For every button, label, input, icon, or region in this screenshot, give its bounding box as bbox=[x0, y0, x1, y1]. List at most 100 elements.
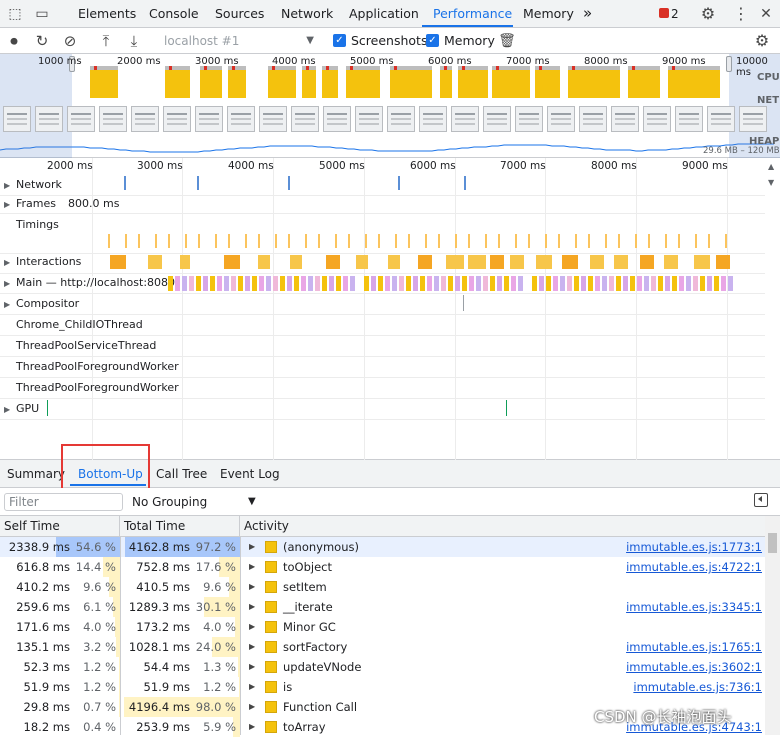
screenshot-thumbnail[interactable] bbox=[387, 106, 415, 132]
main-thread-task[interactable] bbox=[441, 276, 446, 291]
interaction-block[interactable] bbox=[110, 255, 126, 269]
timing-mark[interactable] bbox=[395, 234, 397, 248]
track-frames[interactable]: ▶ Frames 800.0 ms bbox=[0, 196, 765, 214]
screenshot-thumbnail[interactable] bbox=[419, 106, 447, 132]
expand-arrow-icon[interactable]: ▶ bbox=[249, 642, 256, 651]
interaction-block[interactable] bbox=[614, 255, 628, 269]
main-thread-task[interactable] bbox=[266, 276, 271, 291]
main-thread-task[interactable] bbox=[693, 276, 698, 291]
main-thread-task[interactable] bbox=[371, 276, 376, 291]
timing-mark[interactable] bbox=[485, 234, 487, 248]
main-thread-task[interactable] bbox=[420, 276, 425, 291]
interaction-block[interactable] bbox=[290, 255, 302, 269]
column-header-self-time[interactable]: Self Time bbox=[0, 516, 120, 537]
timing-mark[interactable] bbox=[215, 234, 217, 248]
screenshot-thumbnail[interactable] bbox=[451, 106, 479, 132]
main-thread-task[interactable] bbox=[385, 276, 390, 291]
main-thread-task[interactable] bbox=[434, 276, 439, 291]
main-thread-task[interactable] bbox=[714, 276, 719, 291]
main-thread-task[interactable] bbox=[392, 276, 397, 291]
timeline-overview[interactable]: 1000 ms 2000 ms 3000 ms 4000 ms 5000 ms 6000 … bbox=[0, 54, 780, 158]
main-thread-task[interactable] bbox=[595, 276, 600, 291]
tab-call-tree[interactable]: Call Tree bbox=[156, 467, 208, 481]
table-row[interactable]: 52.3 ms 1.2 % 54.4 ms 1.3 % ▶ updateVNode immu… bbox=[0, 657, 765, 677]
main-thread-task[interactable] bbox=[518, 276, 523, 291]
screenshot-thumbnail[interactable] bbox=[739, 106, 767, 132]
main-thread-task[interactable] bbox=[245, 276, 250, 291]
overview-left-handle[interactable] bbox=[69, 56, 75, 72]
interaction-block[interactable] bbox=[258, 255, 270, 269]
column-header-total-time[interactable]: Total Time bbox=[120, 516, 240, 537]
main-thread-task[interactable] bbox=[581, 276, 586, 291]
main-thread-task[interactable] bbox=[630, 276, 635, 291]
screenshots-checkbox[interactable]: ✓ bbox=[333, 34, 346, 47]
table-row[interactable]: 171.6 ms 4.0 % 173.2 ms 4.0 % ▶ Minor GC bbox=[0, 617, 765, 637]
screenshot-thumbnail[interactable] bbox=[355, 106, 383, 132]
interaction-block[interactable] bbox=[326, 255, 340, 269]
main-thread-task[interactable] bbox=[231, 276, 236, 291]
timing-mark[interactable] bbox=[378, 234, 380, 248]
screenshot-thumbnail[interactable] bbox=[515, 106, 543, 132]
source-link[interactable]: immutable.es.js:4722:1 bbox=[626, 560, 762, 574]
tab-elements[interactable]: Elements bbox=[78, 6, 137, 21]
timing-mark[interactable] bbox=[528, 234, 530, 248]
screenshot-thumbnail[interactable] bbox=[323, 106, 351, 132]
main-thread-task[interactable] bbox=[224, 276, 229, 291]
close-icon[interactable]: ✕ bbox=[760, 6, 772, 22]
timing-mark[interactable] bbox=[198, 234, 200, 248]
interaction-block[interactable] bbox=[180, 255, 190, 269]
timing-mark[interactable] bbox=[168, 234, 170, 248]
tab-event-log[interactable]: Event Log bbox=[220, 467, 280, 481]
source-link[interactable]: immutable.es.js:4743:1 bbox=[626, 720, 762, 734]
main-thread-task[interactable] bbox=[504, 276, 509, 291]
main-thread-task[interactable] bbox=[532, 276, 537, 291]
main-thread-task[interactable] bbox=[210, 276, 215, 291]
more-tabs-button[interactable]: » bbox=[583, 4, 593, 22]
interaction-block[interactable] bbox=[694, 255, 710, 269]
table-row[interactable]: 616.8 ms 14.4 % 752.8 ms 17.6 % ▶ toObject imm… bbox=[0, 557, 765, 577]
main-thread-task[interactable] bbox=[574, 276, 579, 291]
main-thread-task[interactable] bbox=[616, 276, 621, 291]
main-thread-task[interactable] bbox=[350, 276, 355, 291]
main-thread-task[interactable] bbox=[182, 276, 187, 291]
timing-mark[interactable] bbox=[635, 234, 637, 248]
track-compositor[interactable]: ▶ Compositor bbox=[0, 294, 765, 315]
network-request-mark[interactable] bbox=[464, 176, 466, 190]
table-row[interactable]: 29.8 ms 0.7 % 4196.4 ms 98.0 % ▶ Function Cal… bbox=[0, 697, 765, 717]
expand-arrow-icon[interactable]: ▶ bbox=[249, 582, 256, 591]
source-link[interactable]: immutable.es.js:1765:1 bbox=[626, 640, 762, 654]
main-thread-task[interactable] bbox=[497, 276, 502, 291]
main-thread-task[interactable] bbox=[378, 276, 383, 291]
interaction-block[interactable] bbox=[388, 255, 400, 269]
track-interactions[interactable]: ▶ Interactions bbox=[0, 254, 765, 274]
interaction-block[interactable] bbox=[356, 255, 368, 269]
source-link[interactable]: immutable.es.js:3602:1 bbox=[626, 660, 762, 674]
inspect-element-icon[interactable]: ⬚ bbox=[8, 6, 22, 22]
main-thread-task[interactable] bbox=[217, 276, 222, 291]
interaction-block[interactable] bbox=[490, 255, 504, 269]
main-thread-task[interactable] bbox=[301, 276, 306, 291]
interaction-block[interactable] bbox=[562, 255, 578, 269]
screenshot-thumbnail[interactable] bbox=[99, 106, 127, 132]
main-thread-task[interactable] bbox=[273, 276, 278, 291]
screenshot-thumbnail[interactable] bbox=[547, 106, 575, 132]
tab-console[interactable]: Console bbox=[149, 6, 199, 21]
record-icon[interactable]: ⏺ bbox=[10, 32, 18, 50]
main-thread-task[interactable] bbox=[315, 276, 320, 291]
main-thread-task[interactable] bbox=[462, 276, 467, 291]
timing-mark[interactable] bbox=[648, 234, 650, 248]
timing-mark[interactable] bbox=[228, 234, 230, 248]
main-thread-task[interactable] bbox=[343, 276, 348, 291]
main-thread-task[interactable] bbox=[427, 276, 432, 291]
timing-mark[interactable] bbox=[408, 234, 410, 248]
main-thread-task[interactable] bbox=[700, 276, 705, 291]
main-thread-task[interactable] bbox=[602, 276, 607, 291]
main-thread-task[interactable] bbox=[721, 276, 726, 291]
timing-mark[interactable] bbox=[468, 234, 470, 248]
scroll-up-icon[interactable]: ▲ bbox=[768, 162, 775, 171]
timing-mark[interactable] bbox=[258, 234, 260, 248]
main-thread-task[interactable] bbox=[651, 276, 656, 291]
expand-arrow-icon[interactable]: ▶ bbox=[249, 682, 256, 691]
source-link[interactable]: immutable.es.js:1773:1 bbox=[626, 540, 762, 554]
main-thread-task[interactable] bbox=[476, 276, 481, 291]
